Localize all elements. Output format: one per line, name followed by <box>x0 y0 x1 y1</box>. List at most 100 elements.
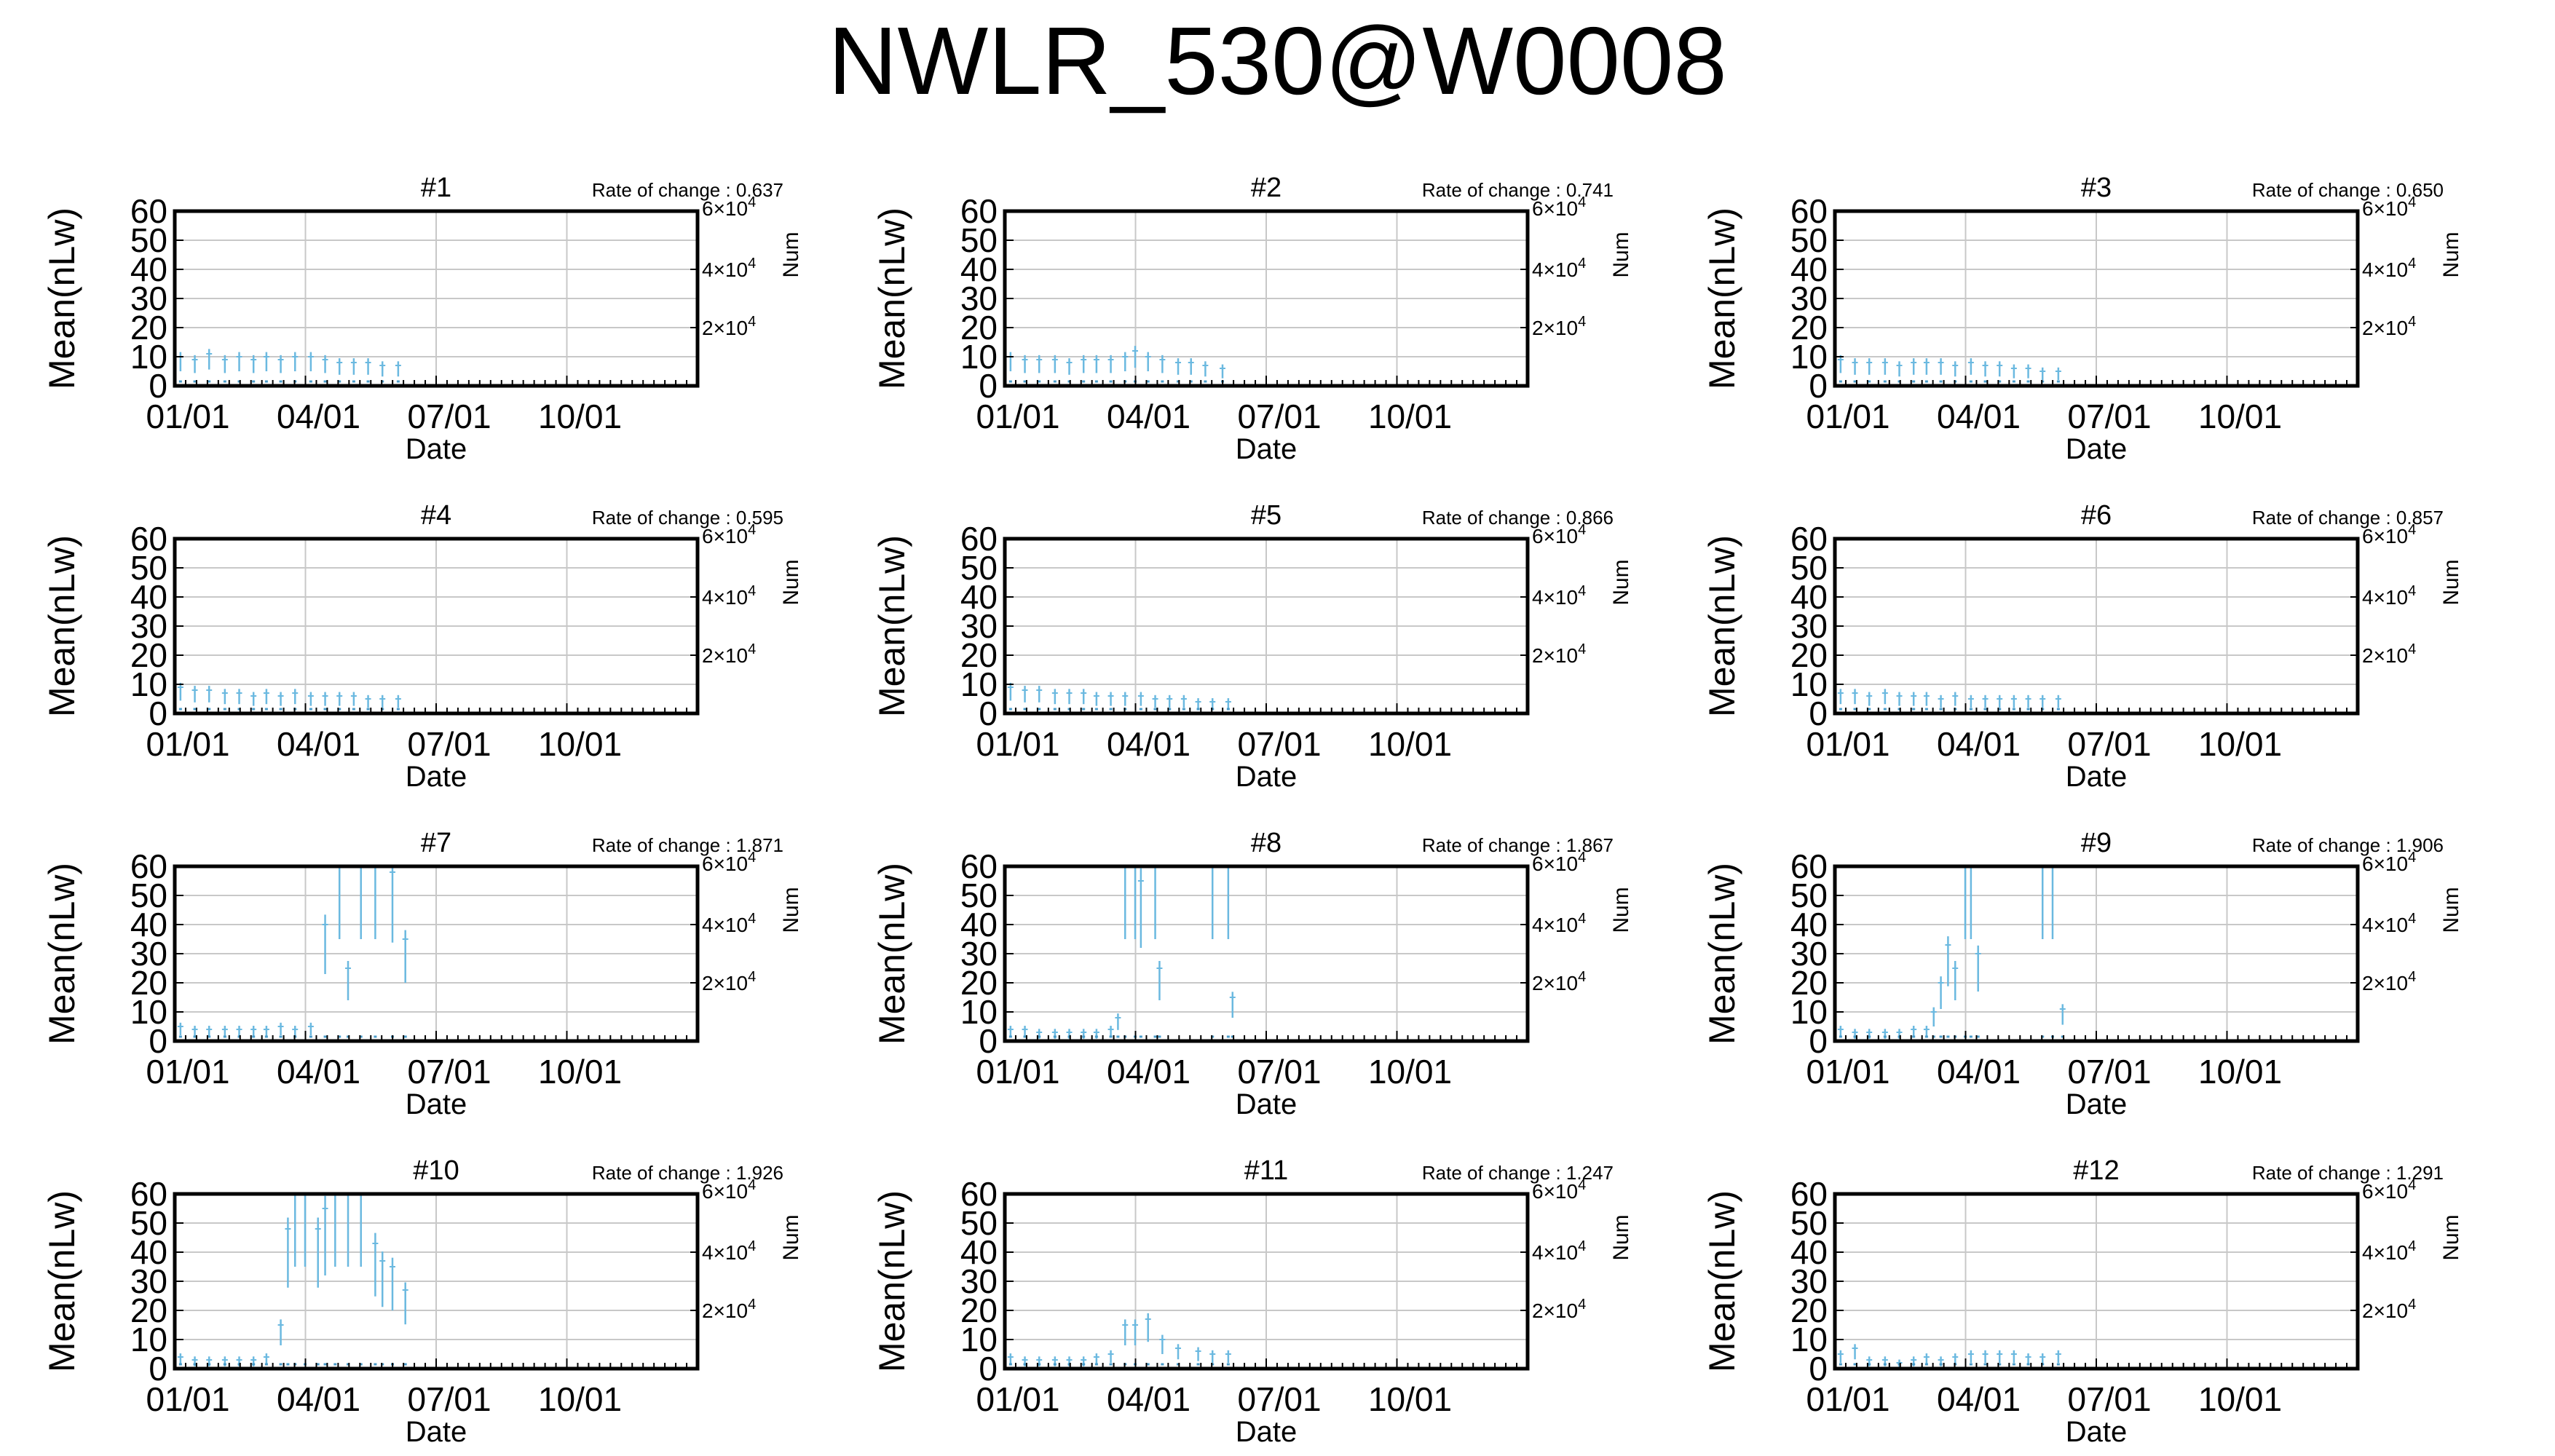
y-tick-label: 20 <box>130 636 167 674</box>
x-tick-label: 07/01 <box>2067 397 2151 435</box>
y2-tick-label: 4×104 <box>702 583 756 609</box>
grid <box>1005 538 1528 713</box>
grid <box>175 866 698 1041</box>
x-tick-label: 04/01 <box>1937 397 2021 435</box>
y-tick-label: 40 <box>1790 1233 1828 1271</box>
series <box>1837 355 2061 383</box>
y2-axis-label: Num <box>1609 1214 1633 1260</box>
y2-tick-exponent: 4 <box>2408 314 2416 330</box>
x-tick-label: 01/01 <box>146 725 229 763</box>
y2-tick-exponent: 4 <box>1578 1177 1586 1193</box>
y-tick-label: 50 <box>130 549 167 587</box>
y2-tick-label: 2×104 <box>702 1297 756 1322</box>
y-tick-label: 30 <box>960 1262 998 1300</box>
y2-tick-label: 6×104 <box>702 522 756 547</box>
y2-tick-exponent: 4 <box>748 194 756 210</box>
chart-title: #12 <box>2073 1155 2119 1186</box>
grid <box>1835 538 2358 713</box>
y-tick-label: 60 <box>960 847 998 885</box>
chart-panel: #10 Rate of change : 1.926 0 10 20 30 40 50 60 01… <box>29 1128 874 1456</box>
series <box>1007 866 1236 1039</box>
chart-panel: #8 Rate of change : 1.867 0 10 20 30 40 50 60 01/… <box>859 801 1704 1128</box>
y2-tick-exponent: 4 <box>2408 583 2416 599</box>
y-tick-label: 40 <box>1790 250 1828 288</box>
y2-tick-exponent: 4 <box>1578 583 1586 599</box>
y-tick-label: 10 <box>960 338 998 376</box>
chart-title: #8 <box>1251 828 1282 858</box>
y-tick-label: 0 <box>149 1022 167 1060</box>
series <box>1007 682 1231 711</box>
chart-panel: #7 Rate of change : 1.871 0 10 20 30 40 50 60 01/… <box>29 801 874 1128</box>
grid <box>175 1193 698 1369</box>
y-axis-label: Mean(nLw) <box>42 1190 82 1372</box>
x-tick-label: 10/01 <box>538 725 622 763</box>
y-tick-label: 60 <box>130 520 167 558</box>
y2-axis-label: Num <box>1609 887 1633 933</box>
y2-tick-exponent: 4 <box>2408 850 2416 866</box>
y-tick-label: 50 <box>1790 877 1828 914</box>
rate-of-change: Rate of change : 1.926 <box>592 1162 783 1184</box>
y2-tick-label: 6×104 <box>2362 850 2416 875</box>
chart-panel: #6 Rate of change : 0.857 0 10 20 30 40 50 60 01/… <box>1689 473 2534 801</box>
grid <box>1005 866 1528 1041</box>
x-tick-label: 10/01 <box>1368 1053 1452 1091</box>
rate-of-change: Rate of change : 1.247 <box>1422 1162 1614 1184</box>
chart-title: #2 <box>1251 173 1282 203</box>
x-tick-label: 10/01 <box>2198 725 2282 763</box>
y2-tick-exponent: 4 <box>748 583 756 599</box>
y-tick-label: 40 <box>130 250 167 288</box>
x-tick-label: 04/01 <box>1107 397 1190 435</box>
y-tick-label: 60 <box>960 520 998 558</box>
y-tick-label: 20 <box>1790 636 1828 674</box>
series <box>1837 866 2066 1039</box>
x-axis-label: Date <box>406 761 467 793</box>
y-tick-label: 10 <box>1790 338 1828 376</box>
x-tick-label: 01/01 <box>1806 1053 1889 1091</box>
x-axis-label: Date <box>406 433 467 465</box>
y-tick-label: 40 <box>130 578 167 616</box>
y2-tick-label: 4×104 <box>2362 256 2416 281</box>
y-tick-label: 0 <box>979 367 998 405</box>
y-tick-label: 10 <box>1790 665 1828 703</box>
y-tick-label: 50 <box>1790 221 1828 259</box>
y-tick-label: 60 <box>130 1175 167 1213</box>
y-tick-label: 50 <box>130 877 167 914</box>
y2-tick-label: 6×104 <box>1532 194 1586 220</box>
chart-title: #5 <box>1251 500 1282 531</box>
y2-tick-label: 6×104 <box>702 850 756 875</box>
y-tick-label: 60 <box>960 1175 998 1213</box>
x-tick-label: 07/01 <box>2067 1053 2151 1091</box>
x-tick-label: 01/01 <box>976 1380 1059 1418</box>
x-axis-label: Date <box>2066 1088 2128 1120</box>
y2-tick-label: 2×104 <box>2362 969 2416 994</box>
y2-tick-exponent: 4 <box>748 1238 756 1254</box>
x-tick-label: 07/01 <box>1237 397 1321 435</box>
x-axis-label: Date <box>406 1088 467 1120</box>
y-tick-label: 40 <box>1790 906 1828 943</box>
y-tick-label: 40 <box>960 906 998 943</box>
y2-tick-exponent: 4 <box>1578 969 1586 985</box>
x-tick-label: 01/01 <box>976 725 1059 763</box>
x-tick-label: 07/01 <box>407 725 491 763</box>
x-tick-label: 04/01 <box>1937 1053 2021 1091</box>
y2-tick-label: 4×104 <box>2362 583 2416 609</box>
y2-tick-label: 2×104 <box>2362 641 2416 667</box>
series <box>1837 689 2061 711</box>
y2-tick-exponent: 4 <box>2408 522 2416 538</box>
y2-tick-exponent: 4 <box>2408 1297 2416 1313</box>
y-tick-label: 60 <box>1790 1175 1828 1213</box>
y-tick-label: 10 <box>1790 1321 1828 1358</box>
chart-panel: #3 Rate of change : 0.650 0 10 20 30 40 50 60 01/… <box>1689 146 2534 473</box>
y-tick-label: 60 <box>130 847 167 885</box>
x-tick-label: 10/01 <box>538 1380 622 1418</box>
y2-tick-label: 2×104 <box>2362 1297 2416 1322</box>
y-tick-label: 20 <box>960 309 998 347</box>
y2-tick-label: 4×104 <box>702 256 756 281</box>
y-tick-label: 30 <box>1790 607 1828 645</box>
chart-title: #7 <box>421 828 451 858</box>
y-axis-label: Mean(nLw) <box>1702 207 1742 389</box>
rate-of-change: Rate of change : 1.867 <box>1422 834 1614 856</box>
y2-axis-label: Num <box>2439 559 2463 605</box>
